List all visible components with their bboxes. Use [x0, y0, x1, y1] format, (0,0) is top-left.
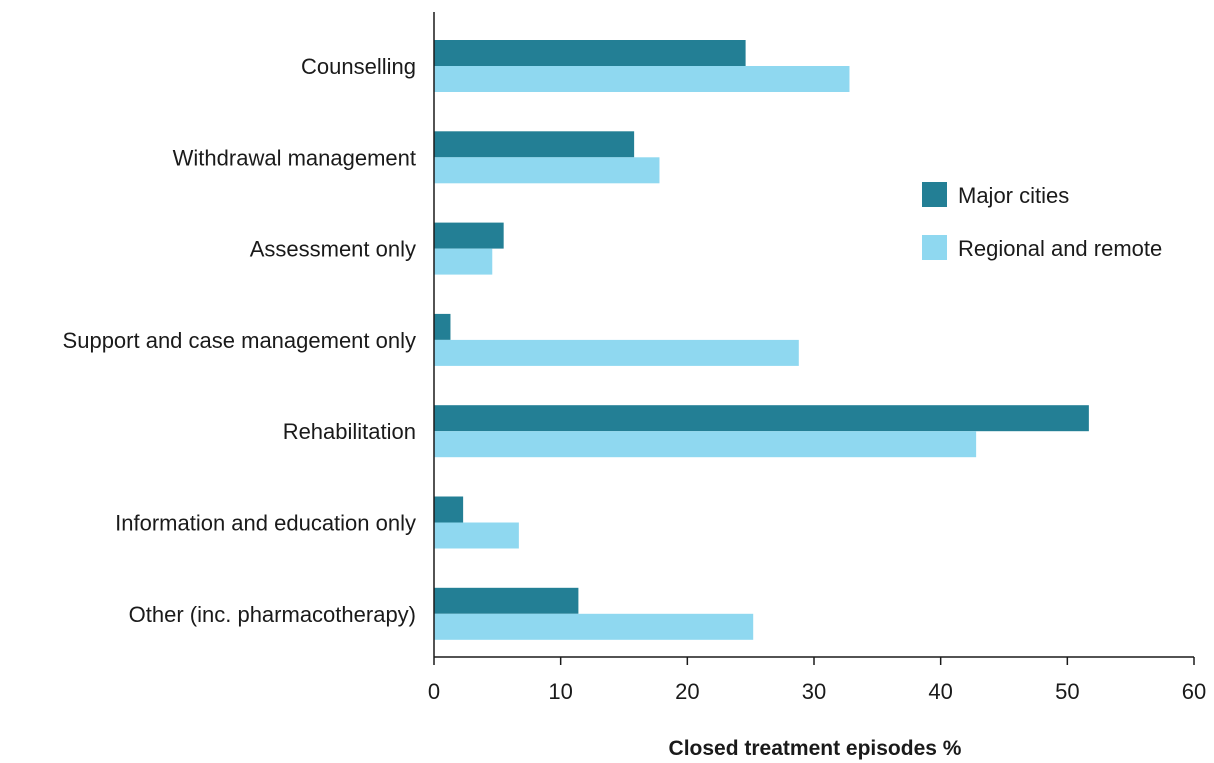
- bar-regional-remote: [434, 522, 519, 549]
- category-label: Withdrawal management: [173, 145, 416, 170]
- x-tick-label: 40: [928, 679, 952, 704]
- axes: 0 10 20 30 40 50 60: [428, 12, 1206, 704]
- x-tick-label: 60: [1182, 679, 1206, 704]
- bar-major-cities: [434, 496, 464, 523]
- category-label: Other (inc. pharmacotherapy): [129, 602, 416, 627]
- bar-major-cities: [434, 40, 746, 66]
- legend: Major cities Regional and remote: [922, 182, 1162, 261]
- x-tick-label: 20: [675, 679, 699, 704]
- x-tick-label: 0: [428, 679, 440, 704]
- bar-major-cities: [434, 405, 1089, 432]
- legend-label: Major cities: [958, 183, 1069, 208]
- bar-regional-remote: [434, 339, 799, 366]
- category-label: Assessment only: [250, 237, 416, 262]
- category-label: Support and case management only: [63, 328, 416, 353]
- bar-major-cities: [434, 131, 635, 158]
- legend-swatch: [922, 235, 947, 260]
- bar-major-cities: [434, 222, 504, 249]
- bar-regional-remote: [434, 613, 754, 640]
- legend-swatch: [922, 182, 947, 207]
- category-label: Counselling: [301, 54, 416, 79]
- bar-regional-remote: [434, 431, 977, 458]
- bar-major-cities: [434, 587, 579, 614]
- x-tick-label: 50: [1055, 679, 1079, 704]
- x-tick-label: 30: [802, 679, 826, 704]
- legend-label: Regional and remote: [958, 236, 1162, 261]
- bar-regional-remote: [434, 66, 850, 92]
- bar-regional-remote: [434, 157, 660, 184]
- bar-major-cities: [434, 313, 451, 340]
- category-label: Rehabilitation: [283, 419, 416, 444]
- bar-regional-remote: [434, 248, 493, 275]
- category-labels: Counselling Withdrawal management Assessme…: [63, 54, 416, 627]
- category-label: Information and education only: [115, 511, 416, 536]
- bars-layer: [434, 40, 1089, 640]
- x-tick-label: 10: [548, 679, 572, 704]
- x-axis-title: Closed treatment episodes %: [669, 737, 962, 760]
